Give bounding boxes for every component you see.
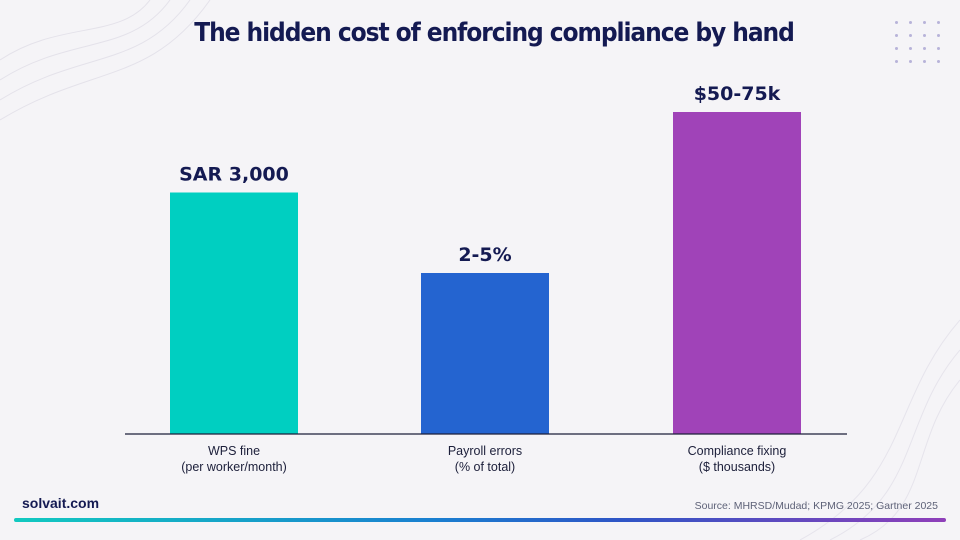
- decorative-swirl-lines: [0, 0, 211, 121]
- category-label-1-line-1: WPS fine: [208, 444, 260, 458]
- category-label-2-line-2: (% of total): [455, 460, 515, 474]
- category-label-1-line-2: (per worker/month): [181, 460, 287, 474]
- data-label-2: 2-5%: [458, 244, 511, 266]
- data-label-1: SAR 3,000: [179, 164, 289, 186]
- decorative-dot-grid: [895, 21, 945, 67]
- category-label-3-line-2: ($ thousands): [699, 460, 775, 474]
- gradient-footer-bar: [14, 518, 946, 522]
- brand-label: solvait.com: [22, 495, 100, 511]
- category-label-3-line-1: Compliance fixing: [688, 444, 787, 458]
- data-label-3: $50-75k: [694, 83, 781, 105]
- bar-2: [421, 273, 549, 434]
- source-note: Source: MHRSD/Mudad; KPMG 2025; Gartner …: [694, 500, 938, 512]
- bar-3: [673, 112, 801, 434]
- bar-1: [170, 192, 298, 434]
- category-label-2-line-1: Payroll errors: [448, 444, 522, 458]
- page-title: The hidden cost of enforcing compliance …: [194, 18, 795, 48]
